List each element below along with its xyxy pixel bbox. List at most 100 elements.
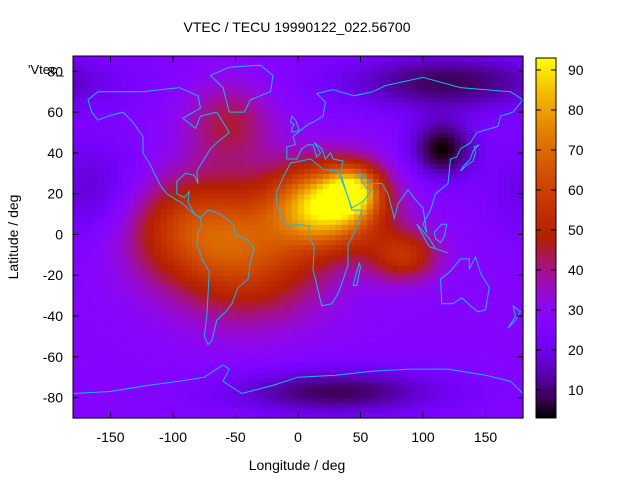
heatmap-cell	[266, 397, 274, 404]
heatmap-cell	[291, 239, 299, 246]
heatmap-cell	[441, 382, 449, 389]
heatmap-cell	[229, 198, 237, 205]
heatmap-cell	[254, 66, 262, 72]
heatmap-cell	[285, 198, 293, 205]
heatmap-cell	[385, 361, 393, 368]
heatmap-cell	[448, 56, 455, 62]
heatmap-cell	[254, 407, 262, 414]
heatmap-cell	[160, 270, 168, 276]
heatmap-cell	[341, 407, 349, 414]
heatmap-cell	[185, 285, 193, 292]
heatmap-cell	[410, 137, 418, 144]
heatmap-cell	[360, 341, 368, 348]
heatmap-cell	[441, 168, 449, 174]
heatmap-cell	[98, 356, 105, 363]
heatmap-cell	[316, 310, 324, 317]
heatmap-cell	[129, 280, 137, 287]
heatmap-cell	[398, 407, 405, 414]
heatmap-cell	[379, 214, 387, 220]
heatmap-cell	[216, 265, 224, 271]
heatmap-cell	[341, 229, 349, 236]
heatmap-cell	[79, 86, 87, 93]
heatmap-cell	[110, 178, 118, 185]
heatmap-cell	[323, 234, 330, 241]
heatmap-cell	[260, 229, 268, 236]
heatmap-cell	[179, 295, 187, 302]
heatmap-cell	[273, 163, 280, 169]
heatmap-cell	[179, 397, 187, 404]
heatmap-cell	[323, 183, 330, 190]
heatmap-cell	[391, 295, 399, 302]
heatmap-cell	[329, 71, 337, 77]
heatmap-cell	[473, 157, 480, 164]
heatmap-cell	[316, 316, 324, 322]
heatmap-cell	[173, 157, 180, 164]
heatmap-cell	[85, 71, 93, 77]
heatmap-cell	[98, 270, 105, 276]
heatmap-cell	[154, 295, 162, 302]
heatmap-cell	[248, 66, 255, 72]
heatmap-cell	[210, 163, 218, 169]
heatmap-cell	[248, 112, 255, 118]
heatmap-cell	[229, 254, 237, 261]
heatmap-cell	[73, 163, 80, 169]
heatmap-cell	[404, 193, 412, 200]
heatmap-cell	[223, 285, 230, 292]
heatmap-cell	[129, 346, 137, 353]
heatmap-cell	[441, 392, 449, 399]
heatmap-cell	[491, 351, 499, 358]
heatmap-cell	[466, 326, 474, 332]
heatmap-cell	[241, 382, 249, 389]
heatmap-cell	[116, 208, 124, 215]
heatmap-cell	[360, 249, 368, 256]
heatmap-cell	[73, 234, 80, 241]
heatmap-cell	[185, 387, 193, 394]
heatmap-cell	[466, 86, 474, 93]
heatmap-cell	[354, 106, 362, 113]
heatmap-cell	[510, 387, 518, 394]
heatmap-cell	[379, 341, 387, 348]
heatmap-cell	[341, 321, 349, 327]
heatmap-cell	[473, 137, 480, 144]
heatmap-cell	[79, 305, 87, 312]
heatmap-cell	[398, 152, 405, 159]
heatmap-cell	[348, 61, 355, 67]
heatmap-cell	[323, 61, 330, 67]
heatmap-cell	[173, 71, 180, 77]
heatmap-cell	[498, 198, 505, 205]
heatmap-cell	[454, 142, 462, 149]
heatmap-cell	[298, 244, 305, 251]
heatmap-cell	[198, 244, 205, 251]
heatmap-cell	[235, 147, 243, 154]
heatmap-cell	[429, 265, 437, 271]
heatmap-cell	[160, 265, 168, 271]
heatmap-cell	[254, 239, 262, 246]
heatmap-cell	[198, 106, 205, 113]
heatmap-cell	[291, 270, 299, 276]
heatmap-cell	[479, 377, 487, 383]
heatmap-cell	[266, 137, 274, 144]
heatmap-cell	[123, 127, 130, 134]
heatmap-cell	[210, 300, 218, 307]
heatmap-cell	[298, 66, 305, 72]
heatmap-cell	[173, 331, 180, 338]
heatmap-cell	[148, 147, 155, 154]
heatmap-cell	[104, 336, 112, 343]
heatmap-cell	[435, 86, 443, 93]
heatmap-cell	[173, 214, 180, 220]
heatmap-cell	[179, 152, 187, 159]
heatmap-cell	[116, 285, 124, 292]
heatmap-cell	[441, 265, 449, 271]
heatmap-cell	[385, 122, 393, 128]
heatmap-cell	[248, 244, 255, 251]
heatmap-cell	[441, 244, 449, 251]
heatmap-cell	[141, 254, 149, 261]
heatmap-cell	[410, 61, 418, 67]
heatmap-cell	[91, 132, 99, 139]
heatmap-cell	[291, 56, 299, 62]
heatmap-cell	[316, 127, 324, 134]
heatmap-cell	[179, 361, 187, 368]
heatmap-cell	[448, 71, 455, 77]
heatmap-cell	[235, 117, 243, 123]
heatmap-cell	[360, 203, 368, 210]
